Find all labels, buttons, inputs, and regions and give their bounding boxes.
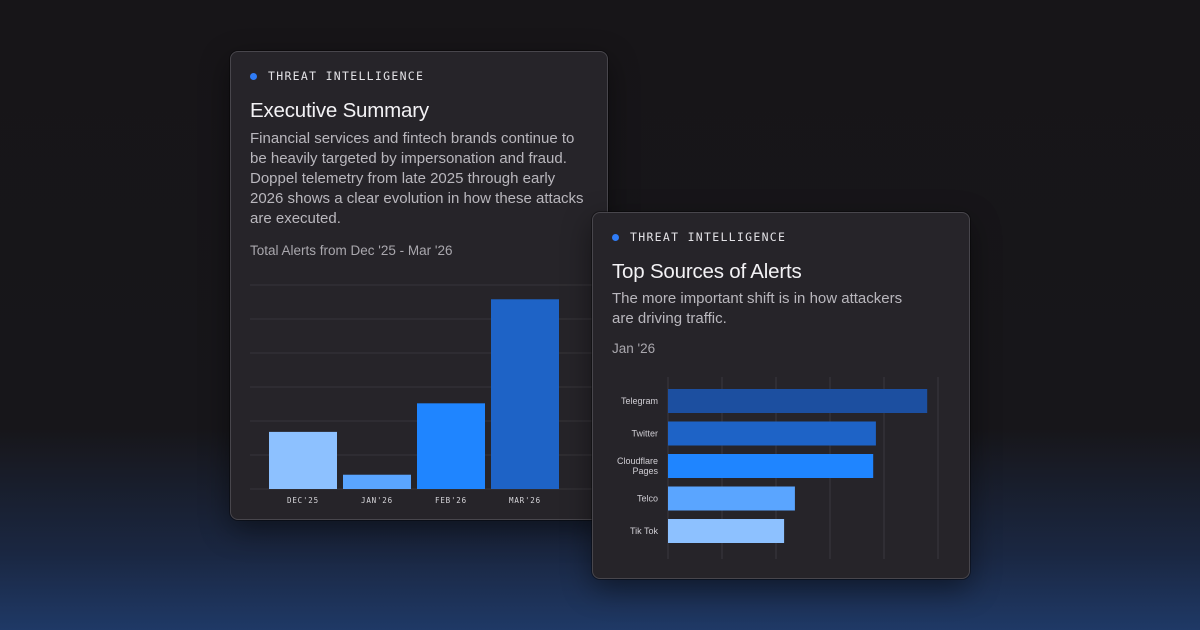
category-label: Twitter xyxy=(631,429,658,439)
bar-jan26 xyxy=(343,474,411,489)
bar-dec25 xyxy=(269,431,337,489)
bar-cloudflare-pages xyxy=(668,454,874,478)
tick-label: JAN'26 xyxy=(361,496,393,505)
bar-telegram xyxy=(668,389,928,413)
category-label: Telegram xyxy=(621,396,658,406)
top-sources-card: THREAT INTELLIGENCE Top Sources of Alert… xyxy=(592,212,970,579)
eyebrow-label: THREAT INTELLIGENCE xyxy=(268,69,425,83)
category-label: Telco xyxy=(637,494,658,504)
total-alerts-bar-chart: DEC'25 JAN'26 FEB'26 MAR'26 xyxy=(250,284,592,505)
executive-summary-card: THREAT INTELLIGENCE Executive Summary Fi… xyxy=(230,51,608,520)
top-sources-bar-chart: Telegram Twitter Cloudflare Pages Telco Tik T… xyxy=(617,377,939,559)
tick-label: DEC'25 xyxy=(287,496,319,505)
tick-label: MAR'26 xyxy=(509,496,541,505)
status-dot-icon xyxy=(612,233,619,241)
tick-label: FEB'26 xyxy=(435,496,467,505)
bar-tik-tok xyxy=(668,519,785,543)
category-label: Cloudflare Pages xyxy=(617,456,659,476)
card-description: Financial services and fintech brands co… xyxy=(250,130,584,227)
card-title: Top Sources of Alerts xyxy=(612,260,802,283)
bar-mar26 xyxy=(491,299,559,489)
status-dot-icon xyxy=(250,72,257,80)
card-eyebrow: THREAT INTELLIGENCE xyxy=(250,69,424,83)
chart-subtitle: Total Alerts from Dec '25 - Mar '26 xyxy=(250,243,453,258)
bar-feb26 xyxy=(417,403,485,489)
eyebrow-label: THREAT INTELLIGENCE xyxy=(630,230,787,244)
bar-telco xyxy=(668,486,795,511)
bar-twitter xyxy=(668,421,876,446)
chart-subtitle: Jan '26 xyxy=(612,341,656,356)
card-eyebrow: THREAT INTELLIGENCE xyxy=(612,230,786,244)
category-label: Tik Tok xyxy=(630,526,659,536)
card-description: The more important shift is in how attac… xyxy=(612,290,903,327)
card-title: Executive Summary xyxy=(250,99,429,122)
